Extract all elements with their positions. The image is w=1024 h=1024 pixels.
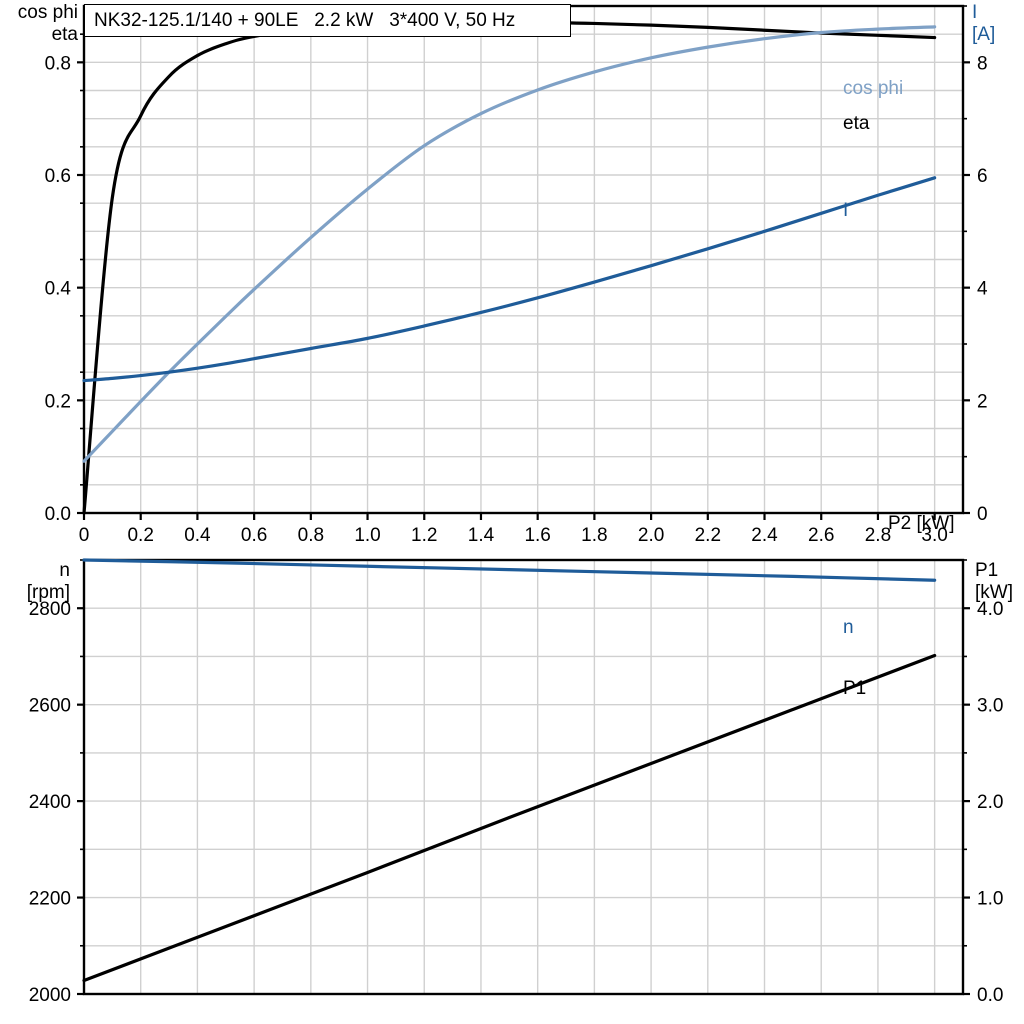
bottom-right-axis-label-line1: P1 bbox=[975, 560, 999, 581]
curve-P1 bbox=[82, 653, 937, 983]
top-right-tick-label: 6 bbox=[977, 166, 988, 187]
bottom-right-axis-label-line2: [kW] bbox=[975, 582, 1013, 603]
top-x-tick-label: 1.8 bbox=[581, 525, 607, 546]
top-right-tick-label: 8 bbox=[977, 53, 988, 74]
top-x-tick-label: 3.0 bbox=[921, 525, 947, 546]
top-x-tick-label: 2.0 bbox=[638, 525, 664, 546]
top-right-axis-label-line2: [A] bbox=[972, 24, 996, 45]
curve-label-eta: eta bbox=[843, 113, 870, 134]
curve-eta bbox=[82, 20, 937, 515]
bottom-right-tick-label: 4.0 bbox=[977, 599, 1003, 620]
top-x-tick-label: 2.4 bbox=[751, 525, 778, 546]
top-left-tick-label: 0.6 bbox=[45, 166, 71, 187]
curve-I bbox=[82, 176, 937, 383]
top-x-axis-label: P2 [kW] bbox=[888, 513, 955, 534]
bottom-right-tick-label: 2.0 bbox=[977, 792, 1003, 813]
curve-label-current: I bbox=[843, 200, 849, 221]
top-x-tick-label: 2.2 bbox=[695, 525, 721, 546]
curve-label-cos-phi: cos phi bbox=[843, 78, 904, 99]
top-right-tick-label: 2 bbox=[977, 391, 988, 412]
top-x-tick-label: 1.2 bbox=[411, 525, 437, 546]
curve-label-p1: P1 bbox=[843, 678, 867, 699]
curve-label-speed: n bbox=[843, 617, 854, 638]
bottom-right-tick-label: 1.0 bbox=[977, 889, 1003, 910]
top-left-tick-label: 0.0 bbox=[45, 504, 71, 525]
top-left-tick-label: 0.4 bbox=[45, 279, 72, 300]
bottom-left-tick-label: 2400 bbox=[29, 792, 71, 813]
top-left-axis-label-line1: cos phi bbox=[17, 2, 78, 23]
bottom-left-tick-label: 2800 bbox=[29, 599, 71, 620]
top-x-tick-label: 0.8 bbox=[298, 525, 324, 546]
top-x-tick-label: 2.8 bbox=[865, 525, 891, 546]
top-left-axis-label-line2: eta bbox=[51, 24, 78, 45]
bottom-plot-frame bbox=[82, 558, 965, 996]
top-right-axis-label-line1: I bbox=[972, 2, 978, 23]
bottom-right-tick-label: 3.0 bbox=[977, 696, 1003, 717]
bottom-left-axis-label-line2: [rpm] bbox=[26, 582, 70, 603]
curve-cos-phi bbox=[82, 25, 937, 463]
top-right-tick-label: 0 bbox=[977, 504, 988, 525]
bottom-left-axis-label-line1: n bbox=[59, 560, 70, 581]
top-x-tick-label: 1.4 bbox=[468, 525, 495, 546]
bottom-left-tick-label: 2000 bbox=[29, 985, 71, 1006]
top-x-tick-label: 0.4 bbox=[184, 525, 211, 546]
top-x-tick-label: 0.2 bbox=[127, 525, 153, 546]
top-left-tick-label: 0.2 bbox=[45, 391, 71, 412]
chart-title-text: NK32-125.1/140 + 90LE 2.2 kW 3*400 V, 50… bbox=[94, 9, 516, 31]
top-x-tick-label: 1.6 bbox=[524, 525, 550, 546]
curve-n bbox=[82, 558, 937, 582]
top-x-tick-label: 1.0 bbox=[354, 525, 380, 546]
top-right-tick-label: 4 bbox=[977, 279, 988, 300]
bottom-right-tick-label: 0.0 bbox=[977, 985, 1003, 1006]
bottom-left-tick-label: 2600 bbox=[29, 696, 71, 717]
bottom-left-tick-label: 2200 bbox=[29, 889, 71, 910]
top-x-tick-label: 0 bbox=[79, 525, 90, 546]
top-x-tick-label: 0.6 bbox=[241, 525, 267, 546]
top-left-tick-label: 0.8 bbox=[45, 53, 71, 74]
top-x-tick-label: 2.6 bbox=[808, 525, 834, 546]
chart-title-box: NK32-125.1/140 + 90LE 2.2 kW 3*400 V, 50… bbox=[84, 4, 571, 37]
